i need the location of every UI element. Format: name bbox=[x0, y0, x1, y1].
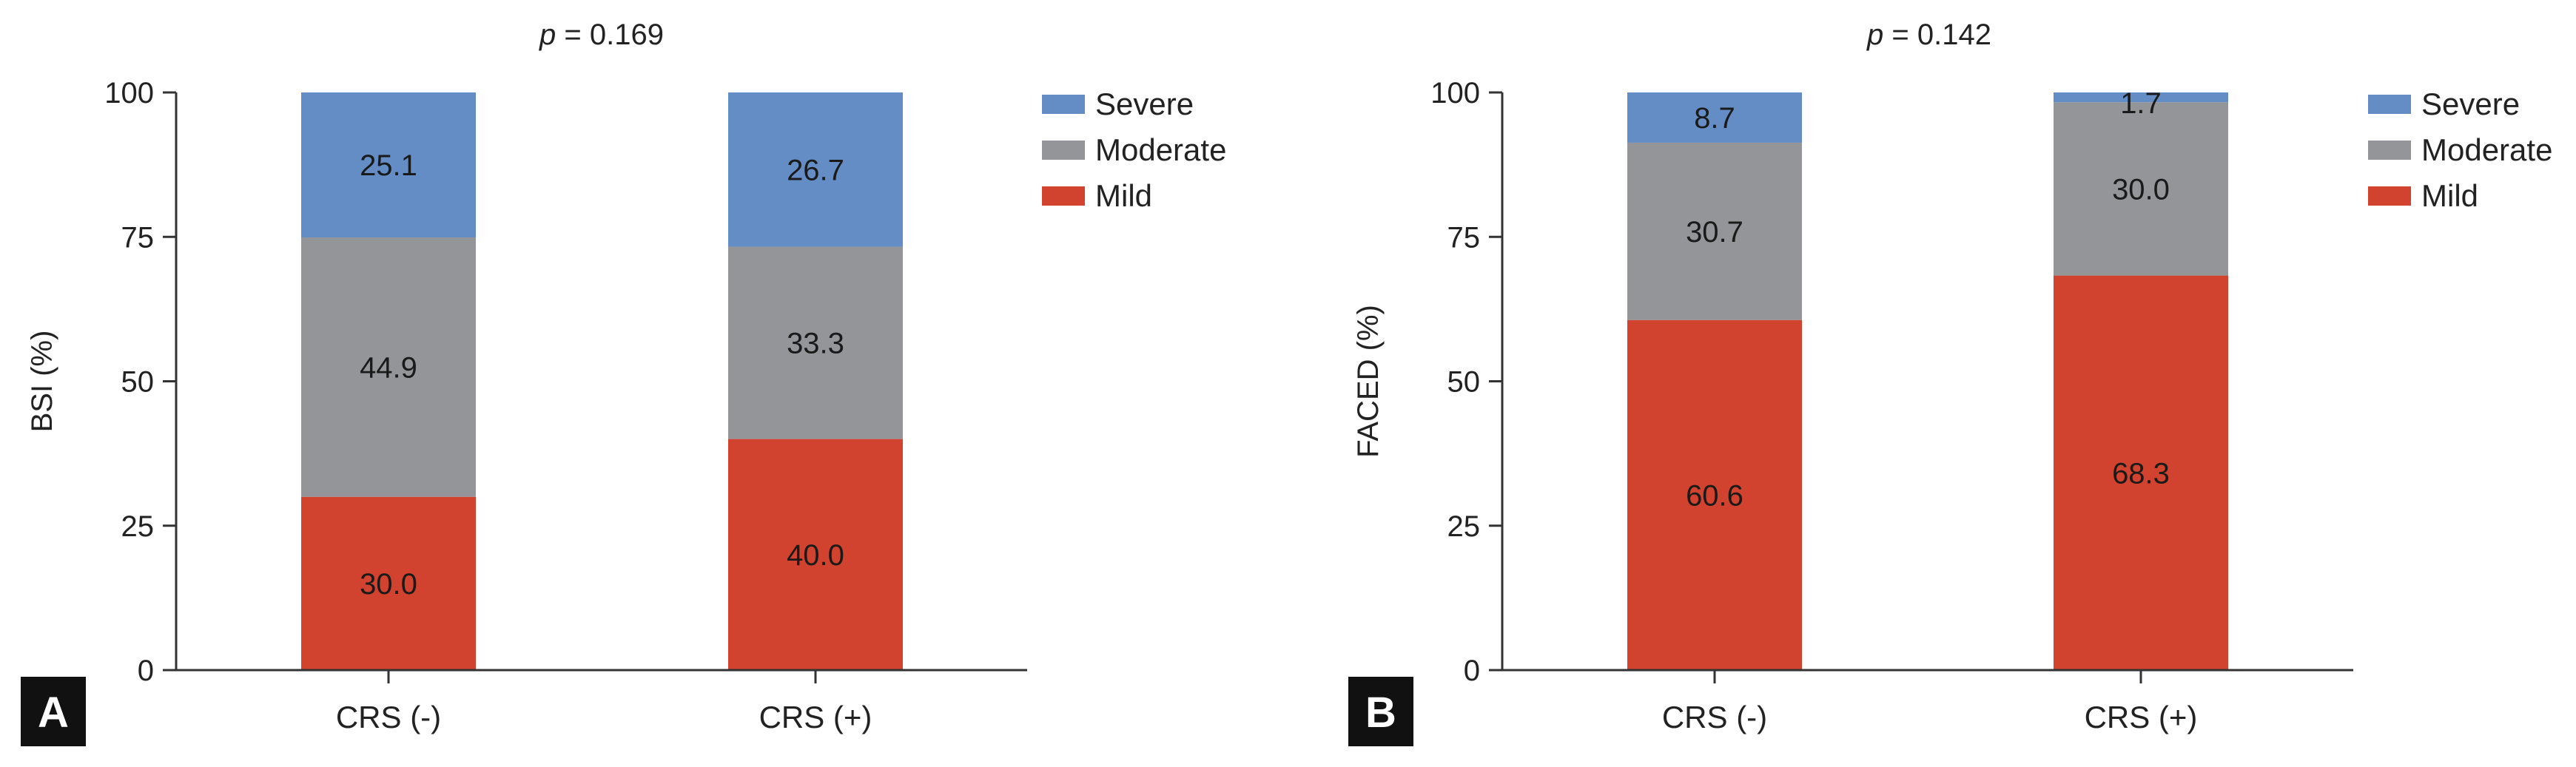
p-value-text: = 0.169 bbox=[556, 18, 664, 51]
y-tick-label: 0 bbox=[138, 655, 154, 687]
bar-mild-2 bbox=[2054, 275, 2228, 670]
y-tick-label: 75 bbox=[121, 221, 155, 254]
legend-swatch-moderate bbox=[1042, 141, 1085, 160]
p-value-title: p = 0.142 bbox=[1866, 18, 1991, 51]
panel-badge bbox=[21, 677, 86, 746]
bar-severe-2 bbox=[2054, 92, 2228, 103]
legend-swatch-severe bbox=[1042, 95, 1085, 114]
data-label-mild-1: 30.0 bbox=[360, 568, 417, 601]
y-tick-label: 100 bbox=[1430, 77, 1480, 109]
y-tick-label: 75 bbox=[1447, 221, 1481, 254]
legend-swatch-mild bbox=[1042, 186, 1085, 206]
x-tick-label: CRS (+) bbox=[2085, 700, 2198, 734]
bar-severe-2 bbox=[728, 92, 903, 247]
y-axis-label: FACED (%) bbox=[1352, 305, 1385, 458]
legend-label-mild: Mild bbox=[1095, 178, 1152, 213]
legend-label-severe: Severe bbox=[1095, 87, 1194, 121]
data-label-mild-2: 40.0 bbox=[787, 539, 844, 572]
panel-badge bbox=[1348, 677, 1413, 746]
y-tick-label: 100 bbox=[104, 77, 154, 109]
legend-label-moderate: Moderate bbox=[1095, 132, 1226, 167]
legend-label-severe: Severe bbox=[2421, 87, 2520, 121]
y-tick-label: 25 bbox=[1447, 510, 1481, 543]
bar-moderate-2 bbox=[2054, 102, 2228, 276]
y-tick-label: 50 bbox=[121, 366, 155, 399]
data-label-severe-1: 8.7 bbox=[1694, 102, 1735, 135]
data-label-moderate-2: 30.0 bbox=[2112, 173, 2170, 206]
data-label-moderate-1: 30.7 bbox=[1686, 216, 1743, 249]
bar-severe-1 bbox=[1627, 92, 1802, 143]
x-tick-label: CRS (-) bbox=[336, 700, 441, 734]
legend-swatch-severe bbox=[2368, 95, 2411, 114]
legend-swatch-moderate bbox=[2368, 141, 2411, 160]
legend-label-mild: Mild bbox=[2421, 178, 2478, 213]
data-label-moderate-2: 33.3 bbox=[787, 328, 844, 360]
panel-letter: A bbox=[38, 689, 69, 737]
p-value-text: = 0.142 bbox=[1883, 18, 1991, 51]
panel-letter: B bbox=[1365, 689, 1396, 737]
data-label-severe-2: 26.7 bbox=[787, 154, 844, 186]
bar-moderate-2 bbox=[728, 246, 903, 439]
p-value-title: p = 0.169 bbox=[539, 18, 664, 51]
data-label-mild-2: 68.3 bbox=[2112, 457, 2170, 490]
data-label-severe-1: 25.1 bbox=[360, 149, 417, 182]
y-axis-label: BSI (%) bbox=[26, 331, 58, 433]
x-tick-label: CRS (+) bbox=[759, 700, 872, 734]
chart-panel-b: 60.6 30.7 8.7 CRS (-) 68.3 30.0 1.7 CRS (+) 0 25 5… bbox=[1348, 18, 2552, 746]
legend-swatch-mild bbox=[2368, 186, 2411, 206]
data-label-severe-2: 1.7 bbox=[2120, 87, 2162, 120]
data-label-moderate-1: 44.9 bbox=[360, 351, 417, 384]
bar-mild-1 bbox=[1627, 320, 1802, 670]
y-tick-label: 50 bbox=[1447, 366, 1481, 399]
bar-mild-1 bbox=[301, 496, 476, 670]
y-tick-label: 25 bbox=[121, 510, 155, 543]
data-label-mild-1: 60.6 bbox=[1686, 479, 1743, 512]
bar-moderate-1 bbox=[1627, 142, 1802, 320]
y-tick-label: 0 bbox=[1464, 655, 1480, 687]
p-value-symbol: p bbox=[1866, 18, 1883, 51]
legend-label-moderate: Moderate bbox=[2421, 132, 2552, 167]
bar-severe-1 bbox=[301, 92, 476, 238]
bar-mild-2 bbox=[728, 439, 903, 670]
chart-panel-a: 30.0 44.9 25.1 CRS (-) 40.0 33.3 26.7 CRS (+) 0 2… bbox=[21, 18, 1226, 746]
bar-moderate-1 bbox=[301, 237, 476, 497]
x-tick-label: CRS (-) bbox=[1662, 700, 1767, 734]
p-value-symbol: p bbox=[539, 18, 556, 51]
